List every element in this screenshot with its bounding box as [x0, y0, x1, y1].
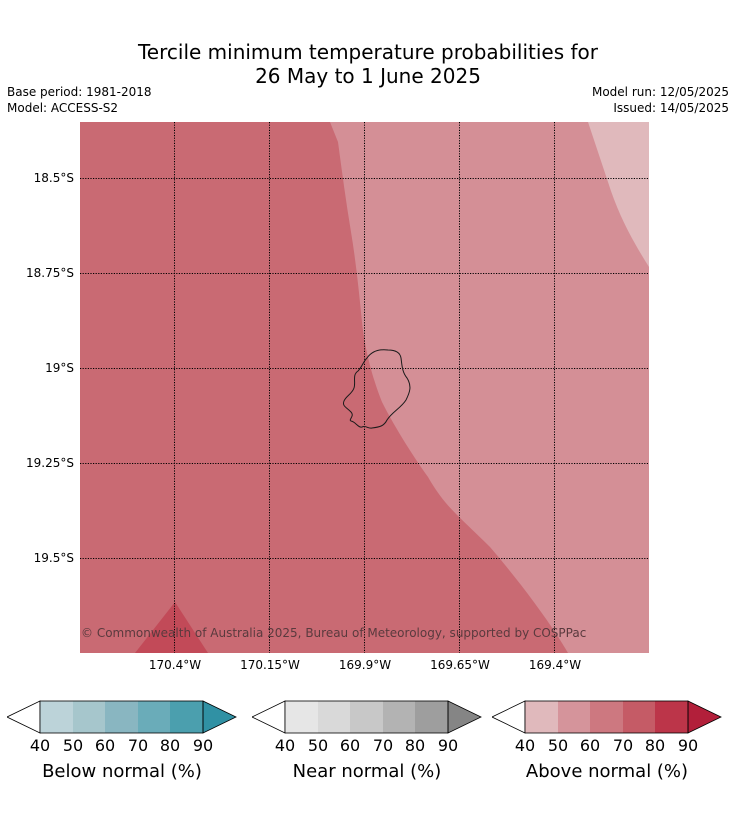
map-title-line2: 26 May to 1 June 2025 [255, 64, 481, 88]
graticule [80, 122, 649, 653]
colorbar-near-normal [252, 700, 482, 734]
lon-label-2: 170.15°W [240, 658, 300, 672]
colorbar-above-normal [492, 700, 722, 734]
colorbar-swatch [170, 701, 203, 733]
cbar1-tick: 40 [29, 736, 51, 755]
lon-label-3: 169.9°W [338, 658, 392, 672]
lat-label-3: 19°S [45, 361, 74, 375]
region-above-40-50 [588, 122, 649, 267]
cbar2-tick: 70 [372, 736, 394, 755]
colorbar-swatch [40, 701, 73, 733]
colorbar-swatch [138, 701, 170, 733]
colorbar-swatch [655, 701, 688, 733]
cbar2-tick: 60 [339, 736, 361, 755]
cbar2-tick: 50 [307, 736, 329, 755]
cbar2-tick: 80 [404, 736, 426, 755]
colorbar-swatch [350, 701, 383, 733]
lat-label-4: 19.25°S [26, 456, 74, 470]
region-above-70-80 [135, 602, 208, 653]
probability-map [80, 122, 649, 653]
colorbar-label-below: Below normal (%) [42, 761, 202, 782]
model-name: Model: ACCESS-S2 [7, 101, 119, 115]
lon-label-4: 169.65°W [430, 658, 490, 672]
cbar1-tick: 90 [192, 736, 214, 755]
colorbar-swatch [202, 700, 237, 734]
lat-label-1: 18.5°S [33, 171, 74, 185]
lat-label-2: 18.75°S [26, 266, 74, 280]
meta-left: Base period: 1981-2018 Model: ACCESS-S2 [7, 84, 152, 116]
colorbar-swatch [623, 701, 655, 733]
colorbar-frame [39, 700, 204, 734]
cbar3-tick: 80 [644, 736, 666, 755]
lon-label-1: 170.4°W [148, 658, 202, 672]
issued-date: Issued: 14/05/2025 [613, 101, 729, 115]
region-above-50-60 [330, 122, 649, 653]
colorbar-label-near: Near normal (%) [292, 761, 442, 782]
colorbar-frame [524, 700, 689, 734]
cbar2-tick: 90 [437, 736, 459, 755]
lon-label-5: 169.4°W [528, 658, 582, 672]
colorbar-below-normal [7, 700, 237, 734]
copyright-notice: © Commonwealth of Australia 2025, Bureau… [81, 626, 587, 640]
colorbar-swatch [285, 701, 318, 733]
cbar3-tick: 60 [579, 736, 601, 755]
colorbar-swatch [447, 700, 482, 734]
colorbar-swatch [415, 701, 448, 733]
island-outline [343, 349, 411, 429]
cbar3-tick: 50 [547, 736, 569, 755]
colorbar-swatch [318, 701, 350, 733]
colorbar-swatch [383, 701, 415, 733]
colorbar-label-above: Above normal (%) [525, 761, 689, 782]
cbar1-tick: 50 [62, 736, 84, 755]
cbar1-tick: 70 [127, 736, 149, 755]
cbar1-tick: 80 [159, 736, 181, 755]
colorbar-swatch [492, 700, 526, 734]
colorbar-frame [284, 700, 449, 734]
cbar2-tick: 40 [274, 736, 296, 755]
model-run: Model run: 12/05/2025 [591, 85, 729, 99]
meta-right: Model run: 12/05/2025 Issued: 14/05/2025 [592, 84, 729, 116]
cbar3-tick: 90 [677, 736, 699, 755]
colorbar-swatch [558, 701, 590, 733]
cbar3-tick: 40 [514, 736, 536, 755]
colorbar-swatch [687, 700, 722, 734]
colorbar-swatch [525, 701, 558, 733]
lat-label-5: 19.5°S [33, 551, 74, 565]
map-title-line1: Tercile minimum temperature probabilitie… [137, 40, 599, 64]
cbar1-tick: 60 [94, 736, 116, 755]
cbar3-tick: 70 [612, 736, 634, 755]
colorbar-swatch [73, 701, 105, 733]
colorbar-swatch [7, 700, 41, 734]
colorbar-swatch [252, 700, 286, 734]
base-period: Base period: 1981-2018 [7, 85, 152, 99]
colorbar-swatch [105, 701, 138, 733]
colorbar-swatch [590, 701, 623, 733]
